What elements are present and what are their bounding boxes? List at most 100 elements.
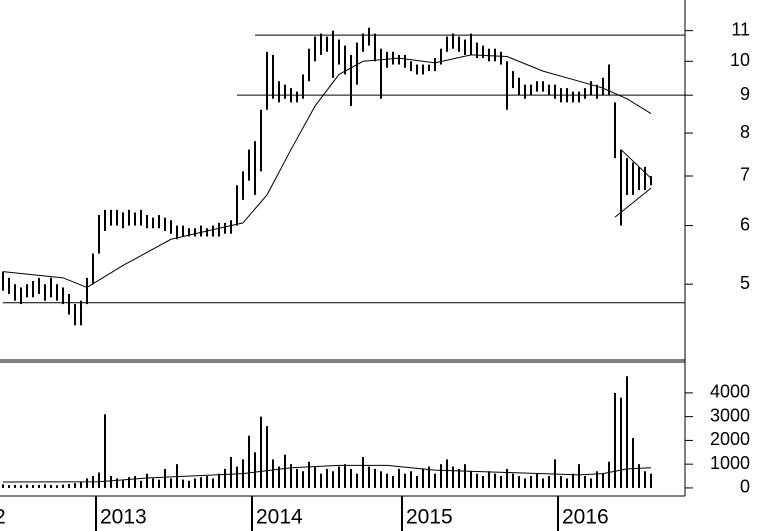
volume-bar xyxy=(2,484,4,488)
volume-bar xyxy=(176,464,178,488)
volume-bar xyxy=(326,468,328,488)
volume-bar xyxy=(530,476,532,488)
volume-bar xyxy=(8,485,10,488)
volume-bar xyxy=(104,414,106,488)
volume-bar xyxy=(500,476,502,488)
volume-bar xyxy=(110,476,112,488)
volume-bar xyxy=(458,468,460,488)
volume-bar xyxy=(320,473,322,488)
y-tick-label: 11 xyxy=(731,19,750,39)
y-tick-label: 10 xyxy=(730,50,750,70)
x-tick-label: 2015 xyxy=(406,506,453,529)
volume-bar xyxy=(614,392,616,488)
volume-bar xyxy=(410,471,412,488)
volume-bar xyxy=(518,476,520,488)
volume-bar xyxy=(224,468,226,488)
volume-bar xyxy=(68,484,70,488)
volume-bar xyxy=(584,476,586,488)
volume-bar xyxy=(158,479,160,488)
volume-bar xyxy=(230,457,232,488)
y-tick-label: 0 xyxy=(740,477,750,497)
y-tick-label: 1000 xyxy=(710,453,750,473)
moving-average xyxy=(2,54,652,288)
volume-bar xyxy=(572,473,574,488)
volume-bar xyxy=(248,435,250,488)
x-tick-label: 2016 xyxy=(562,506,609,529)
y-tick-label: 4000 xyxy=(710,382,750,402)
volume-bar xyxy=(314,466,316,488)
volume-bar xyxy=(620,397,622,488)
volume-bar xyxy=(98,472,100,488)
volume-bar xyxy=(86,478,88,488)
y-tick-label: 8 xyxy=(740,122,750,142)
volume-bar xyxy=(182,479,184,488)
y-tick-label: 7 xyxy=(740,165,750,185)
volume-bar xyxy=(344,464,346,488)
volume-bar xyxy=(644,471,646,488)
volume-bar xyxy=(524,478,526,488)
volume-bar xyxy=(398,468,400,488)
volume-bar xyxy=(260,416,262,488)
volume-bar xyxy=(194,478,196,488)
volume-bar xyxy=(302,471,304,488)
trend-line xyxy=(614,187,652,218)
volume-bar xyxy=(170,478,172,488)
volume-bar xyxy=(56,485,58,488)
volume-bar xyxy=(386,473,388,488)
volume-bar xyxy=(50,485,52,488)
volume-bar xyxy=(422,468,424,488)
volume-bar xyxy=(14,484,16,488)
volume-bar xyxy=(140,480,142,488)
volume-bar xyxy=(488,471,490,488)
y-tick-label: 2000 xyxy=(710,429,750,449)
volume-bar xyxy=(638,464,640,488)
volume-bar xyxy=(332,471,334,488)
volume-bar xyxy=(608,461,610,488)
volume-bar xyxy=(44,484,46,488)
volume-bar xyxy=(122,479,124,488)
volume-bar xyxy=(536,473,538,488)
volume-bar xyxy=(272,459,274,488)
y-tick-label: 9 xyxy=(740,84,750,104)
volume-bar xyxy=(128,477,130,488)
x-tick-label: 2014 xyxy=(256,506,303,529)
volume-bar xyxy=(26,484,28,488)
volume-bar xyxy=(296,468,298,488)
volume-bar xyxy=(542,478,544,488)
volume-bar xyxy=(512,473,514,488)
volume-bar xyxy=(212,478,214,488)
volume-bar xyxy=(374,468,376,488)
volume-bar xyxy=(38,484,40,488)
y-tick-label: 3000 xyxy=(710,405,750,425)
volume-bar xyxy=(218,473,220,488)
volume-bar xyxy=(80,481,82,488)
volume-bar xyxy=(308,461,310,488)
volume-bar xyxy=(350,468,352,488)
volume-bar xyxy=(548,476,550,488)
volume-bar xyxy=(560,476,562,488)
volume-bar xyxy=(146,473,148,488)
volume-bar xyxy=(338,466,340,488)
x-tick-label: 2013 xyxy=(100,506,147,529)
volume-bar xyxy=(446,459,448,488)
moving-average xyxy=(2,464,652,483)
volume-bar xyxy=(464,464,466,488)
volume-bar xyxy=(134,476,136,488)
volume-bar xyxy=(578,464,580,488)
volume-bar xyxy=(596,471,598,488)
volume-bar xyxy=(428,466,430,488)
volume-bar xyxy=(152,478,154,488)
volume-bar xyxy=(602,473,604,488)
volume-bar xyxy=(434,473,436,488)
volume-bar xyxy=(650,473,652,488)
volume-bar xyxy=(266,426,268,488)
volume-bar xyxy=(254,452,256,488)
volume-bar xyxy=(506,468,508,488)
volume-bar xyxy=(380,471,382,488)
volume-bar xyxy=(20,485,22,488)
volume-bar xyxy=(626,376,628,488)
volume-bar xyxy=(452,466,454,488)
volume-bar xyxy=(236,466,238,488)
volume-bar xyxy=(32,485,34,488)
